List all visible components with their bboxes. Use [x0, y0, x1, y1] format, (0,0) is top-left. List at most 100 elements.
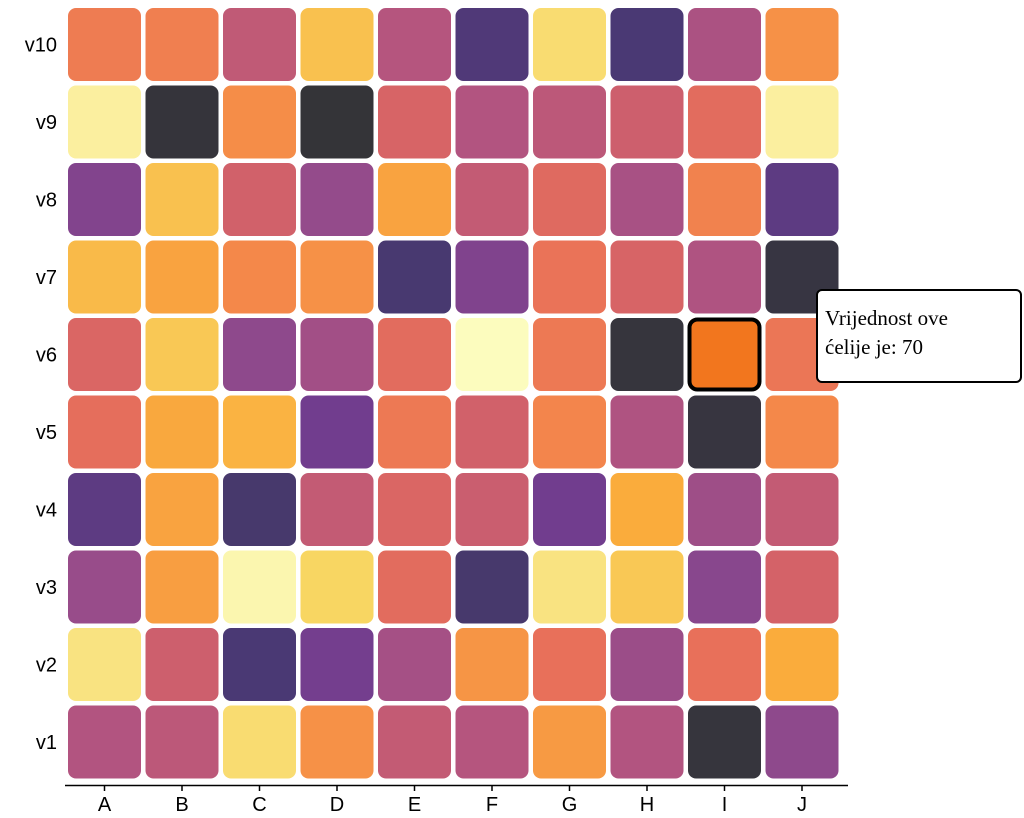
heatmap-cell-J-v4[interactable]	[765, 473, 839, 546]
heatmap-cell-C-v2[interactable]	[223, 628, 296, 701]
heatmap-cell-A-v2[interactable]	[68, 628, 141, 701]
heatmap-cell-I-v10[interactable]	[688, 8, 761, 81]
y-tick-label-v1: v1	[36, 732, 57, 754]
heatmap-cell-G-v10[interactable]	[533, 8, 606, 81]
heatmap-cell-E-v1[interactable]	[378, 705, 451, 779]
heatmap-cell-F-v2[interactable]	[455, 628, 529, 701]
heatmap-cell-H-v5[interactable]	[610, 395, 684, 469]
heatmap-cell-E-v3[interactable]	[378, 550, 451, 624]
heatmap-cell-C-v9[interactable]	[223, 85, 296, 159]
heatmap-cell-D-v4[interactable]	[300, 473, 374, 546]
heatmap-cell-H-v6[interactable]	[610, 318, 684, 391]
heatmap-cell-F-v8[interactable]	[455, 163, 529, 236]
heatmap-cell-A-v3[interactable]	[68, 550, 141, 624]
heatmap-cell-G-v6[interactable]	[533, 318, 606, 391]
heatmap-cell-G-v4[interactable]	[533, 473, 606, 546]
heatmap-cell-D-v5[interactable]	[300, 395, 374, 469]
heatmap-cell-G-v2[interactable]	[533, 628, 606, 701]
heatmap-cell-B-v7[interactable]	[145, 240, 219, 314]
heatmap-cell-G-v5[interactable]	[533, 395, 606, 469]
heatmap-cell-E-v4[interactable]	[378, 473, 451, 546]
heatmap-cell-B-v10[interactable]	[145, 8, 219, 81]
heatmap-cell-I-v6[interactable]	[688, 318, 761, 391]
heatmap-cell-B-v9[interactable]	[145, 85, 219, 159]
heatmap-cell-F-v6[interactable]	[455, 318, 529, 391]
heatmap-cell-I-v3[interactable]	[688, 550, 761, 624]
heatmap-cell-C-v5[interactable]	[223, 395, 296, 469]
heatmap-cell-E-v5[interactable]	[378, 395, 451, 469]
heatmap-cell-I-v1[interactable]	[688, 705, 761, 779]
heatmap-cell-A-v7[interactable]	[68, 240, 141, 314]
heatmap-cell-F-v5[interactable]	[455, 395, 529, 469]
heatmap-cell-F-v7[interactable]	[455, 240, 529, 314]
heatmap-cell-G-v7[interactable]	[533, 240, 606, 314]
heatmap-cell-F-v4[interactable]	[455, 473, 529, 546]
heatmap-cell-B-v3[interactable]	[145, 550, 219, 624]
heatmap-cell-H-v7[interactable]	[610, 240, 684, 314]
heatmap-cell-E-v7[interactable]	[378, 240, 451, 314]
heatmap-cell-J-v2[interactable]	[765, 628, 839, 701]
heatmap-cell-A-v4[interactable]	[68, 473, 141, 546]
heatmap-cell-J-v3[interactable]	[765, 550, 839, 624]
heatmap-cell-B-v1[interactable]	[145, 705, 219, 779]
heatmap-cell-A-v1[interactable]	[68, 705, 141, 779]
heatmap-cell-I-v8[interactable]	[688, 163, 761, 236]
heatmap-cell-F-v1[interactable]	[455, 705, 529, 779]
heatmap-cell-F-v9[interactable]	[455, 85, 529, 159]
heatmap-cell-I-v4[interactable]	[688, 473, 761, 546]
heatmap-cell-G-v3[interactable]	[533, 550, 606, 624]
heatmap-cell-B-v4[interactable]	[145, 473, 219, 546]
heatmap-cell-D-v7[interactable]	[300, 240, 374, 314]
heatmap-cell-E-v6[interactable]	[378, 318, 451, 391]
heatmap-cell-D-v8[interactable]	[300, 163, 374, 236]
heatmap-cell-I-v9[interactable]	[688, 85, 761, 159]
heatmap-cell-F-v10[interactable]	[455, 8, 529, 81]
heatmap-cell-C-v10[interactable]	[223, 8, 296, 81]
heatmap-cell-G-v1[interactable]	[533, 705, 606, 779]
heatmap-cell-H-v2[interactable]	[610, 628, 684, 701]
heatmap-cell-D-v10[interactable]	[300, 8, 374, 81]
heatmap-cell-J-v1[interactable]	[765, 705, 839, 779]
heatmap-cell-D-v2[interactable]	[300, 628, 374, 701]
heatmap-cell-F-v3[interactable]	[455, 550, 529, 624]
heatmap-cell-J-v8[interactable]	[765, 163, 839, 236]
heatmap-cell-D-v6[interactable]	[300, 318, 374, 391]
heatmap-cell-E-v9[interactable]	[378, 85, 451, 159]
heatmap-cell-H-v3[interactable]	[610, 550, 684, 624]
heatmap-cell-C-v7[interactable]	[223, 240, 296, 314]
heatmap-cell-G-v9[interactable]	[533, 85, 606, 159]
heatmap-cell-C-v1[interactable]	[223, 705, 296, 779]
heatmap-cell-H-v1[interactable]	[610, 705, 684, 779]
y-tick-label-v8: v8	[36, 190, 57, 212]
heatmap-cell-A-v5[interactable]	[68, 395, 141, 469]
heatmap-cell-I-v2[interactable]	[688, 628, 761, 701]
heatmap-cell-E-v2[interactable]	[378, 628, 451, 701]
heatmap-cell-I-v5[interactable]	[688, 395, 761, 469]
heatmap-cell-I-v7[interactable]	[688, 240, 761, 314]
heatmap-cell-B-v5[interactable]	[145, 395, 219, 469]
heatmap-cell-B-v8[interactable]	[145, 163, 219, 236]
heatmap-cell-C-v4[interactable]	[223, 473, 296, 546]
heatmap-cell-J-v9[interactable]	[765, 85, 839, 159]
heatmap-cell-H-v8[interactable]	[610, 163, 684, 236]
heatmap-cell-E-v10[interactable]	[378, 8, 451, 81]
heatmap-cell-G-v8[interactable]	[533, 163, 606, 236]
heatmap-cell-H-v9[interactable]	[610, 85, 684, 159]
heatmap-cell-A-v6[interactable]	[68, 318, 141, 391]
heatmap-cell-A-v9[interactable]	[68, 85, 141, 159]
heatmap-cell-D-v1[interactable]	[300, 705, 374, 779]
heatmap-cell-J-v10[interactable]	[765, 8, 839, 81]
heatmap-cell-H-v10[interactable]	[610, 8, 684, 81]
heatmap-cell-A-v10[interactable]	[68, 8, 141, 81]
heatmap-cell-C-v8[interactable]	[223, 163, 296, 236]
heatmap-cell-B-v6[interactable]	[145, 318, 219, 391]
heatmap-cell-B-v2[interactable]	[145, 628, 219, 701]
heatmap-cell-E-v8[interactable]	[378, 163, 451, 236]
heatmap-cell-A-v8[interactable]	[68, 163, 141, 236]
heatmap-cell-J-v5[interactable]	[765, 395, 839, 469]
heatmap-cell-C-v3[interactable]	[223, 550, 296, 624]
heatmap-cell-C-v6[interactable]	[223, 318, 296, 391]
heatmap-cell-D-v3[interactable]	[300, 550, 374, 624]
heatmap-cell-D-v9[interactable]	[300, 85, 374, 159]
heatmap-cell-H-v4[interactable]	[610, 473, 684, 546]
